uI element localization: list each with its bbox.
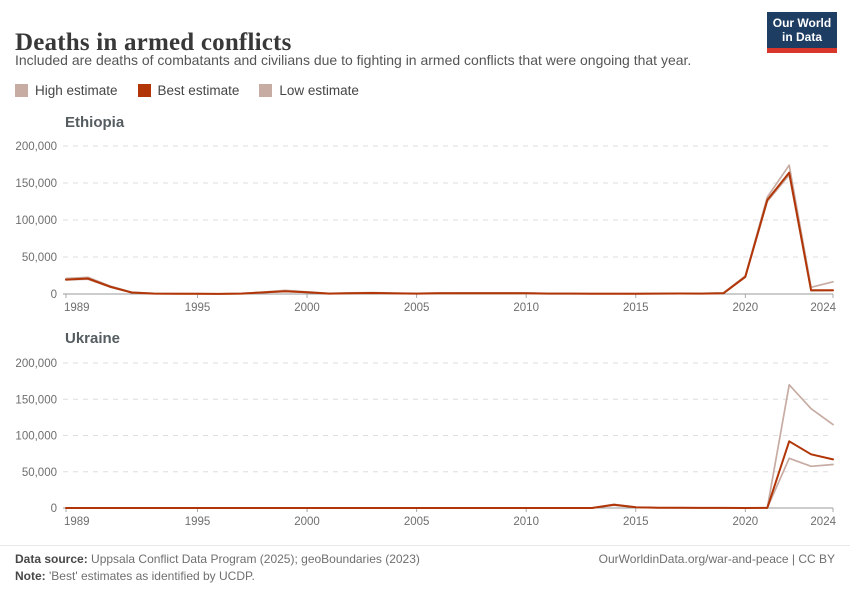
y-tick-label: 0 <box>51 503 57 515</box>
series-line-high-estimate[interactable] <box>65 164 834 295</box>
ethiopia-chart: 0 50,000 100,000 150,000 200,000 1989 1995 2000… <box>15 141 836 314</box>
series-line-best-estimate[interactable] <box>65 440 834 509</box>
y-tick-label: 200,000 <box>15 358 57 370</box>
y-tick-label: 100,000 <box>15 215 57 227</box>
ukraine-chart: 0 50,000 100,000 150,000 200,000 1989 1995 2000… <box>15 358 836 528</box>
y-tick-label: 50,000 <box>22 467 57 479</box>
x-tick-label: 2020 <box>733 516 759 528</box>
legend-label: High estimate <box>35 83 118 98</box>
x-tick-label: 2010 <box>513 302 539 314</box>
x-tick-label: 1989 <box>64 302 90 314</box>
y-tick-label: 150,000 <box>15 178 57 190</box>
series-line-low-estimate[interactable] <box>65 174 834 295</box>
series-line-high-estimate[interactable] <box>65 383 834 509</box>
y-tick-label: 0 <box>51 289 57 301</box>
series-line-best-estimate[interactable] <box>65 171 834 295</box>
owid-logo-line2: in Data <box>781 30 822 44</box>
x-tick-label: 2020 <box>733 302 759 314</box>
x-tick-label: 1995 <box>185 516 211 528</box>
note-label: Note: <box>15 569 46 583</box>
x-tick-label: 2000 <box>294 516 320 528</box>
legend-swatch-low-estimate <box>259 84 273 97</box>
footer: Data source: Uppsala Conflict Data Progr… <box>0 545 850 583</box>
legend: High estimate Best estimate Low estimate <box>15 83 359 98</box>
footer-source-row: Data source: Uppsala Conflict Data Progr… <box>15 552 835 566</box>
x-tick-label: 2024 <box>810 302 836 314</box>
series-line-low-estimate[interactable] <box>65 457 834 509</box>
legend-item-best-estimate[interactable]: Best estimate <box>137 83 240 98</box>
data-source-text: Uppsala Conflict Data Program (2025); ge… <box>91 552 420 566</box>
x-tick-label: 2015 <box>623 516 649 528</box>
legend-label: Best estimate <box>157 83 240 98</box>
x-tick-label: 1989 <box>64 516 90 528</box>
x-tick-label: 2005 <box>404 302 430 314</box>
legend-label: Low estimate <box>279 83 359 98</box>
legend-swatch-best-estimate <box>137 84 151 97</box>
y-tick-label: 150,000 <box>15 394 57 406</box>
chart-title-ukraine: Ukraine <box>65 330 121 347</box>
x-tick-label: 2015 <box>623 302 649 314</box>
legend-swatch-high-estimate <box>15 84 28 97</box>
owid-logo[interactable]: Our World in Data <box>767 12 837 53</box>
x-tick-label: 2024 <box>810 516 836 528</box>
y-tick-label: 50,000 <box>22 252 57 264</box>
legend-item-low-estimate[interactable]: Low estimate <box>259 83 359 98</box>
x-tick-label: 1995 <box>185 302 211 314</box>
chart-subtitle: Included are deaths of combatants and ci… <box>15 52 692 68</box>
y-tick-label: 100,000 <box>15 431 57 443</box>
footer-note-row: Note: 'Best' estimates as identified by … <box>15 569 835 583</box>
x-tick-label: 2005 <box>404 516 430 528</box>
owid-logo-line1: Our World <box>772 16 832 30</box>
chart-title-ethiopia: Ethiopia <box>65 114 125 131</box>
legend-item-high-estimate[interactable]: High estimate <box>15 83 118 98</box>
data-source-label: Data source: <box>15 552 88 566</box>
page-title: Deaths in armed conflicts <box>15 28 292 56</box>
credit-link[interactable]: OurWorldinData.org/war-and-peace | CC BY <box>598 552 835 566</box>
x-tick-label: 2000 <box>294 302 320 314</box>
y-tick-label: 200,000 <box>15 141 57 153</box>
data-source: Data source: Uppsala Conflict Data Progr… <box>15 552 420 566</box>
note-text: 'Best' estimates as identified by UCDP. <box>49 569 255 583</box>
x-tick-label: 2010 <box>513 516 539 528</box>
